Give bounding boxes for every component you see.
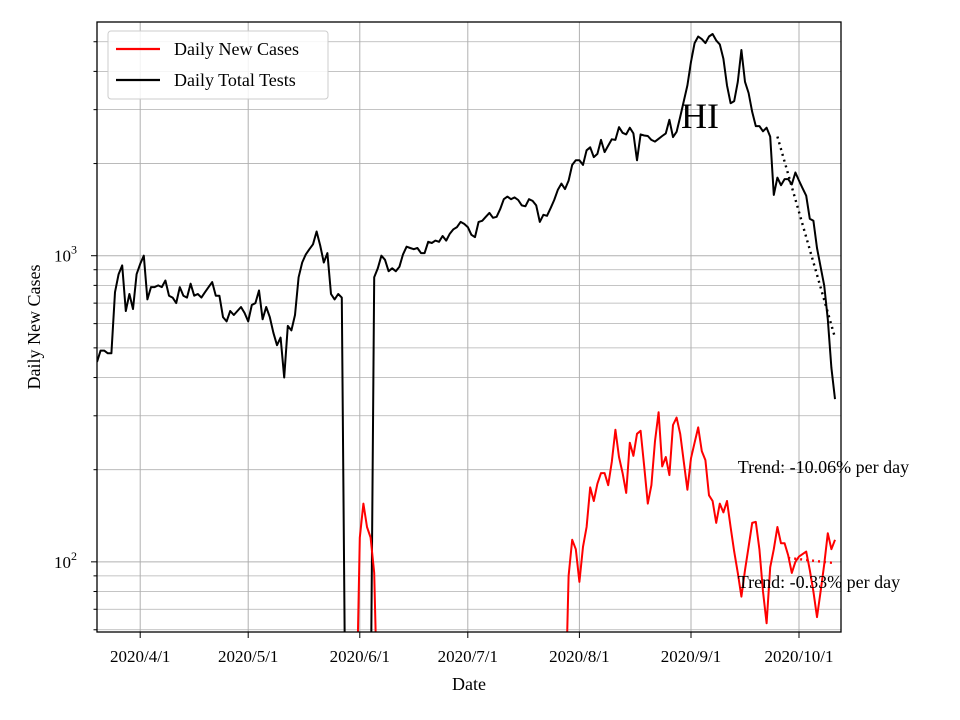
trend-line-cases [788,556,836,565]
x-axis: 2020/4/1 2020/5/1 2020/6/1 2020/7/1 2020/8/1… [110,632,834,666]
legend-label: Daily New Cases [174,39,299,59]
x-tick-label: 2020/9/1 [661,647,721,666]
y-tick-label: 103 [54,243,77,266]
y-axis: 102 103 [54,243,77,572]
x-tick-label: 2020/6/1 [330,647,390,666]
plot-frame [96,21,842,633]
legend-label: Daily Total Tests [174,70,296,90]
annotations: Trend: -10.06% per day Trend: -0.33% per … [738,457,909,592]
x-tick-label: 2020/10/1 [765,647,834,666]
legend-box [107,30,329,100]
x-tick-label: 2020/5/1 [218,647,278,666]
x-tick-label: 2020/4/1 [110,647,170,666]
x-tick-label: 2020/8/1 [549,647,609,666]
series-daily-total-tests [97,33,836,632]
overlay-label: HI [681,96,719,136]
y-axis-label: Daily New Cases [24,265,44,390]
trend-line-tests [776,136,837,338]
x-tick-label: 2020/7/1 [438,647,498,666]
trend-annotation: Trend: -10.06% per day [738,457,909,477]
trend-annotation: Trend: -0.33% per day [738,572,900,592]
legend: Daily New Cases Daily Total Tests [107,30,329,100]
y-tick-label: 102 [54,549,77,572]
trend-layer [776,136,837,565]
plot-background [97,22,841,632]
x-axis-label: Date [452,674,486,694]
